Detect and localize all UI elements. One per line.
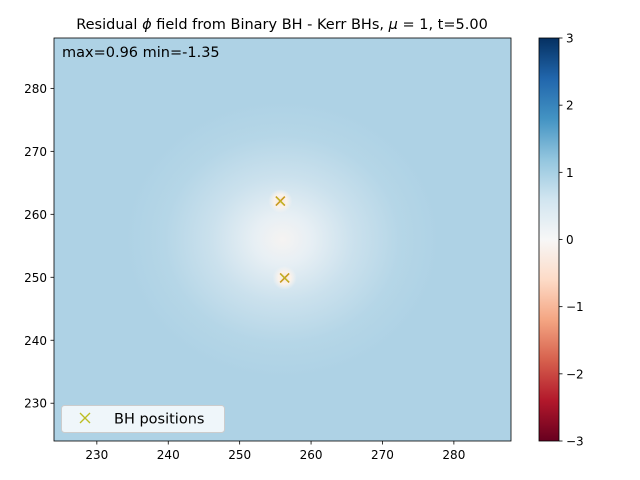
colorbar-tick-label: 1 — [566, 166, 574, 180]
y-tick-label: 270 — [24, 145, 47, 159]
annotation-max-min: max=0.96 min=-1.35 — [62, 45, 220, 61]
bh-marker — [279, 272, 290, 283]
colorbar-ticks: 3 2 1 0 −1 −2 −3 — [559, 32, 584, 449]
colorbar-bar — [538, 37, 560, 442]
x-ticks: 230 240 250 260 270 280 — [85, 441, 465, 462]
x-tick-label: 230 — [85, 448, 108, 462]
colorbar-tick-label: −2 — [566, 367, 584, 381]
legend-box — [61, 405, 225, 433]
plot-area: 230 240 250 260 270 280 230 240 250 260 270 280 ma… — [24, 37, 512, 462]
x-tick-label: 250 — [228, 448, 251, 462]
legend-label: BH positions — [114, 412, 204, 428]
y-tick-label: 280 — [24, 82, 47, 96]
bh-marker — [275, 196, 286, 207]
legend-marker-icon — [79, 412, 91, 424]
chart-title: Residual ϕ field from Binary BH - Kerr B… — [76, 17, 488, 33]
colorbar-tick-label: 3 — [566, 32, 574, 46]
x-tick-label: 260 — [300, 448, 323, 462]
bh-markers — [275, 196, 290, 283]
colorbar-tick-label: −1 — [566, 300, 584, 314]
colorbar-tick-label: −3 — [566, 435, 584, 449]
y-tick-label: 240 — [24, 334, 47, 348]
x-tick-label: 280 — [442, 448, 465, 462]
y-tick-label: 250 — [24, 271, 47, 285]
axes-frame — [53, 37, 512, 442]
y-tick-label: 260 — [24, 208, 47, 222]
x-tick-label: 270 — [371, 448, 394, 462]
colorbar-tick-label: 0 — [566, 233, 574, 247]
x-tick-label: 240 — [157, 448, 180, 462]
colorbar-tick-label: 2 — [566, 99, 574, 113]
y-ticks: 230 240 250 260 270 280 — [24, 82, 54, 411]
legend: BH positions — [61, 405, 225, 433]
heatmap-field — [54, 38, 511, 441]
y-tick-label: 230 — [24, 397, 47, 411]
colorbar: 3 2 1 0 −1 −2 −3 — [538, 32, 584, 449]
field-central-dip — [125, 100, 440, 379]
